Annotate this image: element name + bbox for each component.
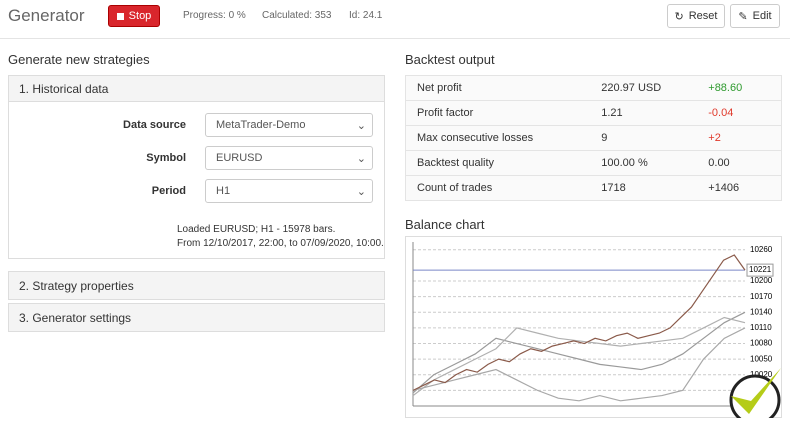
table-cell: Net profit	[405, 75, 602, 101]
select-value: MetaTrader-Demo	[216, 119, 306, 131]
y-tick-label: 10110	[750, 323, 772, 332]
section-title: Backtest output	[405, 52, 495, 67]
data-info: Loaded EURUSD; H1 - 15978 bars. From 12/1…	[177, 223, 384, 251]
y-tick-label: 10140	[750, 307, 773, 316]
table-cell: Max consecutive losses	[405, 125, 602, 151]
stop-button[interactable]: Stop	[108, 5, 160, 27]
reset-label: Reset	[688, 10, 718, 22]
y-tick-label: 10050	[750, 354, 773, 363]
y-tick-label: 10260	[750, 245, 773, 254]
table-cell: 0.00	[708, 150, 782, 176]
table-cell: 100.00 %	[601, 150, 709, 176]
select-arrow: ⌄	[356, 119, 366, 132]
calculated: Calculated: 353	[262, 10, 332, 21]
divider	[0, 38, 790, 39]
select-arrow: ⌄	[356, 152, 366, 165]
y-tick-label: 10020	[750, 370, 773, 379]
table-cell: Profit factor	[405, 100, 602, 126]
table-row: Backtest quality 100.00 % 0.00	[405, 150, 782, 176]
select-value: H1	[216, 185, 231, 197]
table-cell: +2	[708, 125, 782, 151]
y-tick-label: 10170	[750, 292, 773, 301]
info-line: From 12/10/2017, 22:00, to 07/09/2020, 1…	[177, 238, 384, 249]
info-line: Loaded EURUSD; H1 - 15978 bars.	[177, 224, 336, 235]
field-label: Period	[151, 185, 186, 197]
table-row: Net profit 220.97 USD +88.60	[405, 75, 782, 101]
balance-line	[412, 254, 746, 391]
edit-button[interactable]: ✎ Edit	[730, 4, 780, 28]
panel-header[interactable]: 1. Historical data	[8, 75, 385, 102]
table-row: Profit factor 1.21 -0.04	[405, 100, 782, 126]
panel-header[interactable]: 2. Strategy properties	[8, 271, 385, 300]
y-tick-label: 10200	[750, 276, 773, 285]
table-cell: 1718	[601, 175, 709, 201]
balance-line	[412, 316, 746, 397]
edit-label: Edit	[752, 10, 772, 22]
select-value: EURUSD	[216, 152, 263, 164]
table-cell: 1.21	[601, 100, 709, 126]
backtest-table: Net profit 220.97 USD +88.60 Profit factor 1…	[405, 75, 782, 201]
field-label: Symbol	[146, 152, 186, 164]
table-cell: +88.60	[708, 75, 782, 101]
table-cell: 9	[601, 125, 709, 151]
balance-chart: 10260 10200 10170 10140 10110 10080 10050 10020…	[405, 236, 782, 418]
select[interactable]: H1 ⌄	[205, 179, 373, 203]
select-arrow: ⌄	[356, 185, 366, 198]
logo	[729, 368, 781, 418]
table-row: Count of trades 1718 +1406	[405, 175, 782, 201]
balance-line	[412, 311, 746, 394]
table-cell: Count of trades	[405, 175, 602, 201]
marker-box	[746, 263, 774, 277]
section-title: Balance chart	[405, 217, 485, 232]
marker-label: 10221	[749, 265, 772, 274]
app-title: Generator	[8, 6, 85, 25]
table-row: Max consecutive losses 9 +2	[405, 125, 782, 151]
panel-header[interactable]: 3. Generator settings	[8, 303, 385, 332]
progress: Progress: 0 %	[183, 10, 246, 21]
id: Id: 24.1	[349, 10, 383, 21]
field-label: Data source	[123, 119, 186, 131]
table-cell: -0.04	[708, 100, 782, 126]
reset-button[interactable]: ↻ Reset	[667, 4, 725, 28]
stop-label: Stop	[128, 10, 152, 22]
table-cell: 220.97 USD	[601, 75, 709, 101]
select[interactable]: MetaTrader-Demo ⌄	[205, 113, 373, 137]
table-cell: Backtest quality	[405, 150, 602, 176]
table-cell: +1406	[708, 175, 782, 201]
select[interactable]: EURUSD ⌄	[205, 146, 373, 170]
y-tick-label: 10080	[750, 339, 773, 348]
section-title: Generate new strategies	[8, 52, 150, 67]
balance-line	[412, 327, 746, 402]
